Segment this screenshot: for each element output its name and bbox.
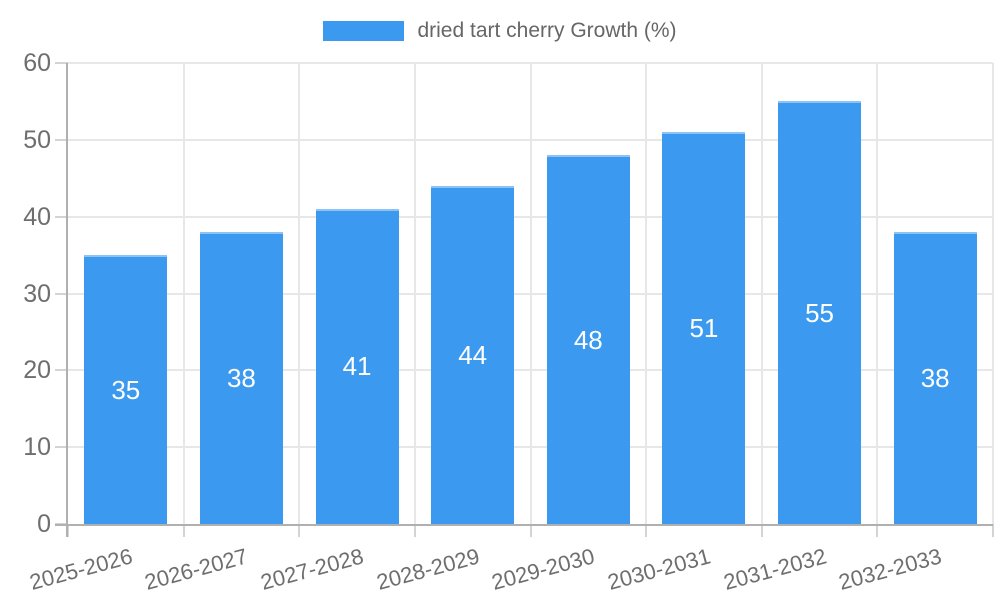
bar[interactable] (431, 185, 515, 524)
bar[interactable] (893, 232, 977, 524)
bar-value-label: 55 (805, 297, 835, 328)
y-tick (55, 292, 68, 295)
x-tick (529, 524, 532, 537)
bar[interactable] (84, 255, 168, 524)
x-tick (876, 524, 879, 537)
bar-value-label: 38 (920, 363, 950, 394)
legend-swatch-icon (323, 21, 405, 41)
x-tick (645, 524, 648, 537)
y-tick (55, 62, 68, 64)
y-tick-label: 40 (23, 202, 51, 231)
legend-label: dried tart cherry Growth (%) (417, 19, 677, 42)
y-tick-label: 10 (23, 433, 51, 462)
bar[interactable] (662, 132, 746, 524)
v-gridline (645, 63, 648, 524)
bar-value-label: 48 (573, 324, 603, 355)
bar-value-label: 51 (689, 313, 719, 344)
bar-value-label: 41 (342, 351, 372, 382)
bar[interactable] (546, 155, 630, 524)
y-tick (55, 138, 68, 141)
y-axis-line (66, 63, 68, 537)
y-tick-label: 60 (23, 49, 51, 77)
y-tick-label: 30 (23, 279, 51, 308)
v-gridline (992, 63, 994, 524)
y-tick (55, 369, 68, 372)
y-tick-label: 20 (23, 356, 51, 385)
y-tick-label: 0 (37, 510, 51, 538)
legend-item[interactable]: dried tart cherry Growth (%) (0, 17, 1000, 45)
bar-value-label: 35 (111, 374, 141, 405)
x-tick (67, 524, 69, 537)
v-gridline (760, 63, 763, 524)
bar[interactable] (199, 232, 283, 524)
bar-value-label: 44 (458, 339, 488, 370)
v-gridline (298, 63, 301, 524)
y-tick (55, 215, 68, 218)
bar[interactable] (315, 208, 399, 524)
x-tick (413, 524, 416, 537)
x-tick (992, 524, 994, 537)
v-gridline (413, 63, 416, 524)
y-tick-label: 50 (23, 125, 51, 154)
v-gridline (529, 63, 532, 524)
x-tick (298, 524, 301, 537)
x-tick (182, 524, 185, 537)
v-gridline (182, 63, 185, 524)
v-gridline (876, 63, 879, 524)
y-tick (55, 446, 68, 449)
x-tick (760, 524, 763, 537)
bar-value-label: 38 (226, 363, 256, 394)
bar[interactable] (778, 101, 862, 524)
x-axis-line (55, 524, 993, 526)
